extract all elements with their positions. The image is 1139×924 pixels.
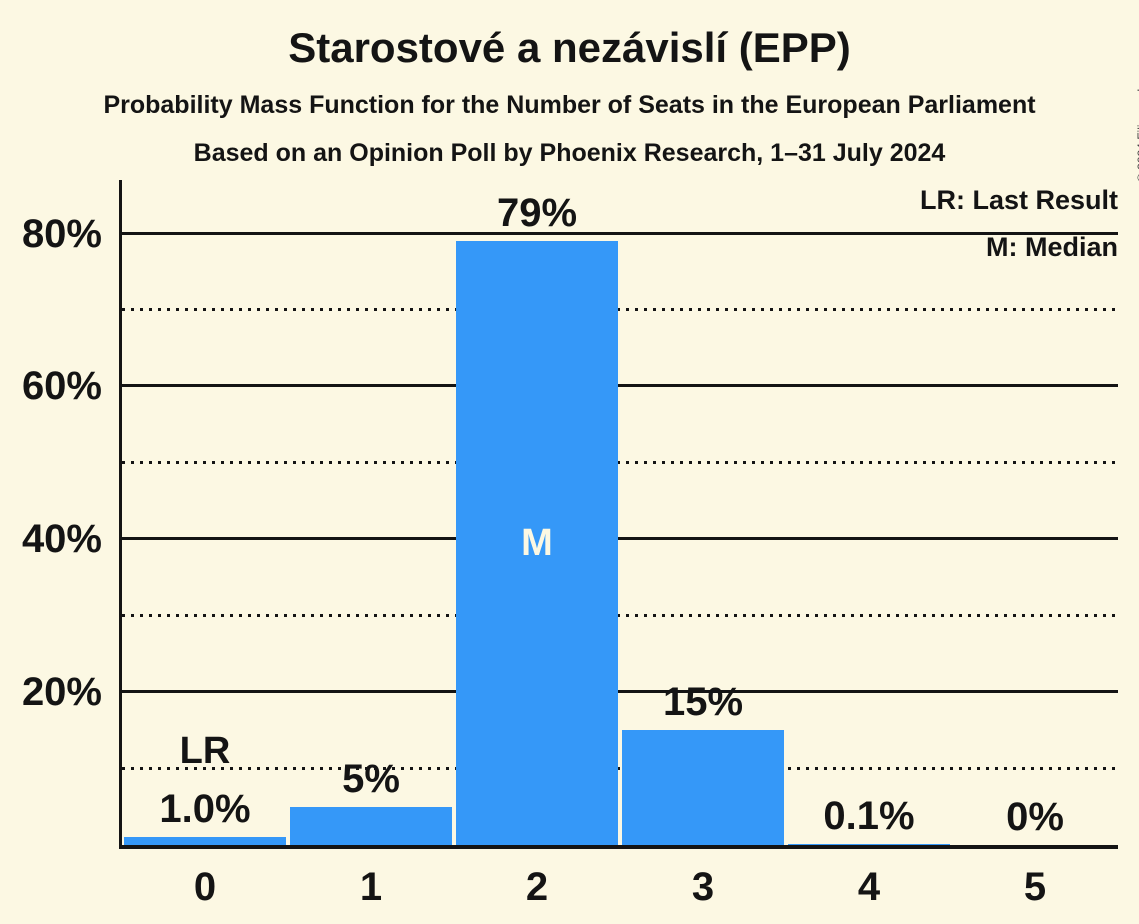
chart-subtitle: Probability Mass Function for the Number… <box>103 91 1036 119</box>
y-tick-label-60%: 60% <box>21 364 102 409</box>
gridline-dotted-10pct <box>122 766 1118 770</box>
bar-value-label-4: 0.1% <box>823 794 915 839</box>
x-tick-label-0: 0 <box>193 865 217 909</box>
x-tick-label-1: 1 <box>359 865 383 909</box>
x-tick-label-2: 2 <box>525 865 549 909</box>
x-tick-label-3: 3 <box>691 865 715 909</box>
x-tick-labels: 0 1 2 3 4 5 <box>122 863 1118 915</box>
poll-source-subtitle: Based on an Opinion Poll by Phoenix Rese… <box>193 139 946 167</box>
legend-last-result-label: LR: Last Result <box>919 185 1118 215</box>
bar-seats-1 <box>290 806 452 845</box>
legend-median-label: M: Median <box>986 232 1118 262</box>
median-label: M <box>521 522 553 565</box>
gridline-solid-80pct <box>122 231 1118 235</box>
plot-area: 1.0% 5% 79% 15% 0.1% 0% LR M <box>122 180 1118 845</box>
last-result-label: LR <box>179 730 231 773</box>
gridline-dotted-70pct <box>122 307 1118 311</box>
chart-title: Starostové a nezávislí (EPP) <box>288 24 851 71</box>
copyright-note: © 2024 Filip van Laenen <box>1135 51 1139 182</box>
y-tick-label-80%: 80% <box>21 211 102 256</box>
x-axis <box>119 845 1118 849</box>
bar-value-label-0: 1.0% <box>159 787 251 832</box>
y-tick-label-40%: 40% <box>21 517 102 562</box>
y-tick-label-20%: 20% <box>21 670 102 715</box>
gridline-dotted-50pct <box>122 460 1118 464</box>
bar-seats-2 <box>456 241 618 845</box>
gridline-solid-40pct <box>122 537 1118 541</box>
x-tick-label-4: 4 <box>857 865 881 909</box>
bar-value-label-2: 79% <box>496 191 578 236</box>
bar-seats-4 <box>788 844 950 845</box>
bar-value-label-3: 15% <box>662 680 744 725</box>
y-axis <box>119 180 122 849</box>
gridline-solid-20pct <box>122 690 1118 694</box>
gridline-dotted-30pct <box>122 613 1118 617</box>
bar-value-label-5: 0% <box>1006 795 1064 839</box>
x-tick-label-5: 5 <box>1023 865 1047 909</box>
bar-seats-3 <box>622 730 784 845</box>
gridline-solid-60pct <box>122 384 1118 388</box>
y-tick-labels: 20% 40% 60% 80% <box>0 180 102 845</box>
bar-value-label-1: 5% <box>342 756 400 801</box>
bar-seats-0 <box>124 837 286 845</box>
